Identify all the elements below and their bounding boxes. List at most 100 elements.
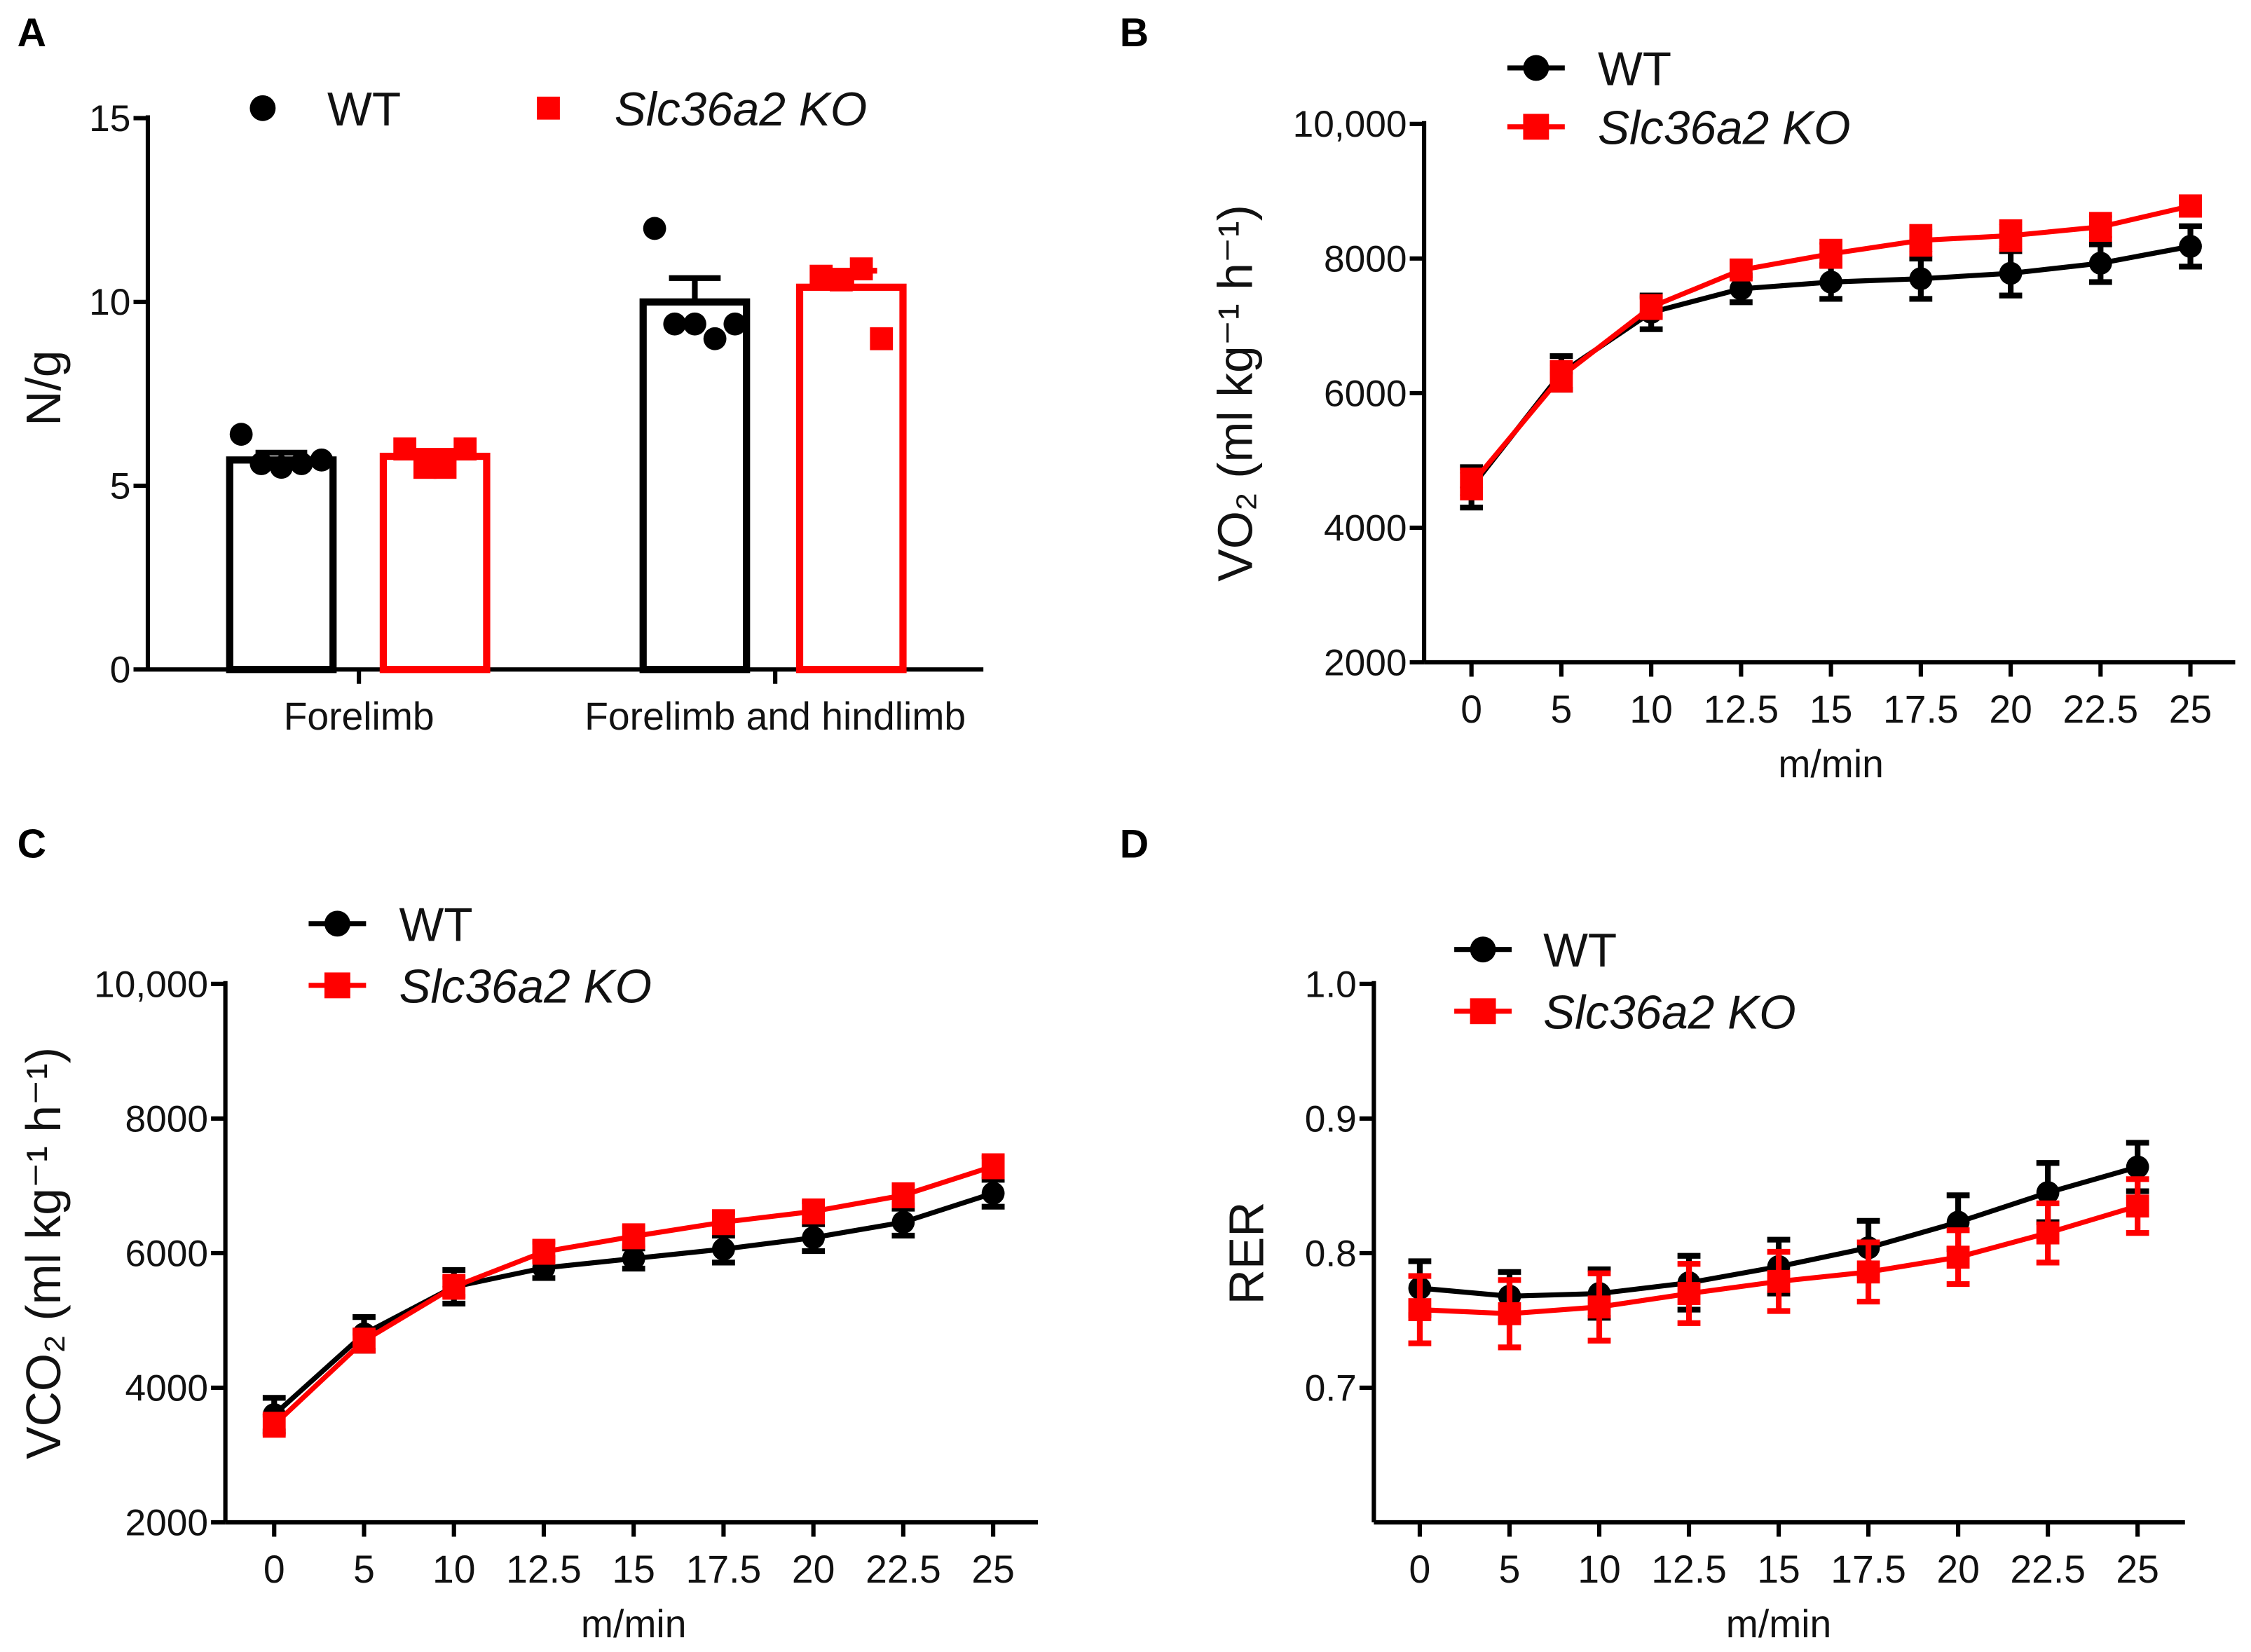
y-axis-label: N/g xyxy=(16,350,71,426)
legend-marker-ko xyxy=(1523,114,1549,140)
legend-marker-ko xyxy=(324,972,350,999)
bar xyxy=(639,298,751,674)
data-point xyxy=(1909,267,1933,291)
data-point xyxy=(703,327,727,350)
data-point xyxy=(712,1237,735,1261)
legend-marker-wt xyxy=(324,910,350,937)
x-tick-label: 22.5 xyxy=(865,1548,941,1591)
x-tick-label: 0 xyxy=(1409,1548,1431,1591)
y-tick-label: 15 xyxy=(89,98,130,139)
series-wt xyxy=(262,1177,1005,1435)
x-tick-label: 15 xyxy=(612,1548,655,1591)
data-point xyxy=(1639,295,1663,319)
y-tick-label: 6000 xyxy=(1324,373,1407,414)
y-tick-label: 5 xyxy=(110,465,131,507)
x-tick-label: 5 xyxy=(1499,1548,1521,1591)
data-point xyxy=(413,456,437,479)
legend-marker-wt xyxy=(249,95,276,121)
data-point xyxy=(802,1199,826,1223)
x-tick-label: Forelimb xyxy=(284,695,435,738)
data-point xyxy=(442,1275,466,1299)
y-tick-label: 0.8 xyxy=(1305,1233,1357,1274)
data-point xyxy=(2088,215,2112,239)
legend-marker-wt xyxy=(1470,936,1496,963)
data-point xyxy=(1999,224,2023,247)
data-point xyxy=(2088,252,2112,275)
data-point xyxy=(2036,1221,2060,1245)
legend-label-ko: Slc36a2 KO xyxy=(399,960,652,1013)
data-point xyxy=(1856,1260,1880,1284)
x-tick-label: 5 xyxy=(1551,688,1573,731)
x-axis-label: m/min xyxy=(1778,742,1884,786)
data-point xyxy=(891,1210,915,1234)
y-tick-label: 4000 xyxy=(125,1367,208,1409)
y-tick-label: 10 xyxy=(89,282,130,323)
x-tick-label: 12.5 xyxy=(1651,1548,1727,1591)
series-line xyxy=(272,1163,994,1427)
y-tick-label: 0.7 xyxy=(1305,1367,1357,1409)
data-point xyxy=(532,1240,556,1264)
x-tick-label: 0 xyxy=(264,1548,285,1591)
bar xyxy=(379,452,491,674)
legend-label-wt: WT xyxy=(399,899,472,951)
panel-letter: C xyxy=(18,822,46,867)
legend-label-wt: WT xyxy=(327,83,401,136)
x-tick-label: 10 xyxy=(1629,688,1673,731)
panel-d: D 0.7 0.8 0.9 1.0 0 5 10 12.5 15 17.5 20 22.5 25 m/min… xyxy=(1120,822,2185,1646)
legend-marker-wt xyxy=(1523,55,1549,81)
bar xyxy=(226,456,337,674)
x-tick-label: 10 xyxy=(432,1548,476,1591)
y-tick-label: 6000 xyxy=(125,1233,208,1274)
data-point xyxy=(802,1226,826,1250)
y-axis-label: RER xyxy=(1219,1201,1274,1304)
data-point xyxy=(1946,1245,1970,1269)
x-tick-label: 25 xyxy=(2169,688,2212,731)
data-point xyxy=(981,1154,1005,1178)
x-tick-label: 15 xyxy=(1757,1548,1800,1591)
x-tick-label: Forelimb and hindlimb xyxy=(584,695,966,738)
data-point xyxy=(1408,1298,1432,1321)
y-tick-label: 8000 xyxy=(125,1098,208,1140)
data-point xyxy=(2126,1194,2149,1218)
legend-label-wt: WT xyxy=(1543,924,1617,977)
x-axis-label: m/min xyxy=(581,1602,687,1646)
series-ko xyxy=(1460,194,2202,500)
data-point xyxy=(1498,1302,1521,1325)
x-tick-label: 20 xyxy=(792,1548,835,1591)
data-point xyxy=(1819,242,1843,266)
data-point xyxy=(683,312,706,336)
panel-b: B 2000 4000 6000 8000 10,000 0 5 10 12.5 15 17.5 20 2… xyxy=(1120,11,2236,786)
data-point xyxy=(830,268,853,292)
data-point xyxy=(712,1210,735,1234)
y-tick-label: 2000 xyxy=(1324,642,1407,683)
data-point xyxy=(1729,258,1753,282)
data-point xyxy=(353,1329,376,1353)
y-tick-label: 10,000 xyxy=(1293,104,1407,145)
panel-letter: D xyxy=(1120,822,1149,867)
series-ko xyxy=(262,1153,1005,1438)
x-tick-label: 25 xyxy=(2116,1548,2159,1591)
data-point xyxy=(2179,194,2202,218)
legend-label-ko: Slc36a2 KO xyxy=(1543,986,1796,1039)
x-tick-label: 25 xyxy=(971,1548,1015,1591)
legend-marker-ko xyxy=(1470,998,1496,1025)
y-tick-label: 0.9 xyxy=(1305,1098,1357,1140)
panel-c: C 2000 4000 6000 8000 10,000 0 5 10 12.5 15 17.5 20 2… xyxy=(16,822,1039,1646)
data-point xyxy=(453,437,477,460)
data-point xyxy=(809,264,833,288)
data-point xyxy=(249,452,273,475)
x-tick-label: 17.5 xyxy=(1883,688,1959,731)
x-tick-label: 0 xyxy=(1460,688,1482,731)
panel-letter: A xyxy=(18,11,46,55)
data-point xyxy=(1819,271,1843,294)
data-point xyxy=(622,1247,645,1270)
legend-label-ko: Slc36a2 KO xyxy=(615,83,868,136)
data-point xyxy=(2126,1155,2149,1179)
data-point xyxy=(643,217,666,240)
data-point xyxy=(1999,261,2023,285)
x-tick-label: 22.5 xyxy=(2063,688,2139,731)
y-tick-label: 10,000 xyxy=(94,964,208,1005)
data-point xyxy=(1587,1295,1611,1319)
data-point xyxy=(310,448,334,472)
